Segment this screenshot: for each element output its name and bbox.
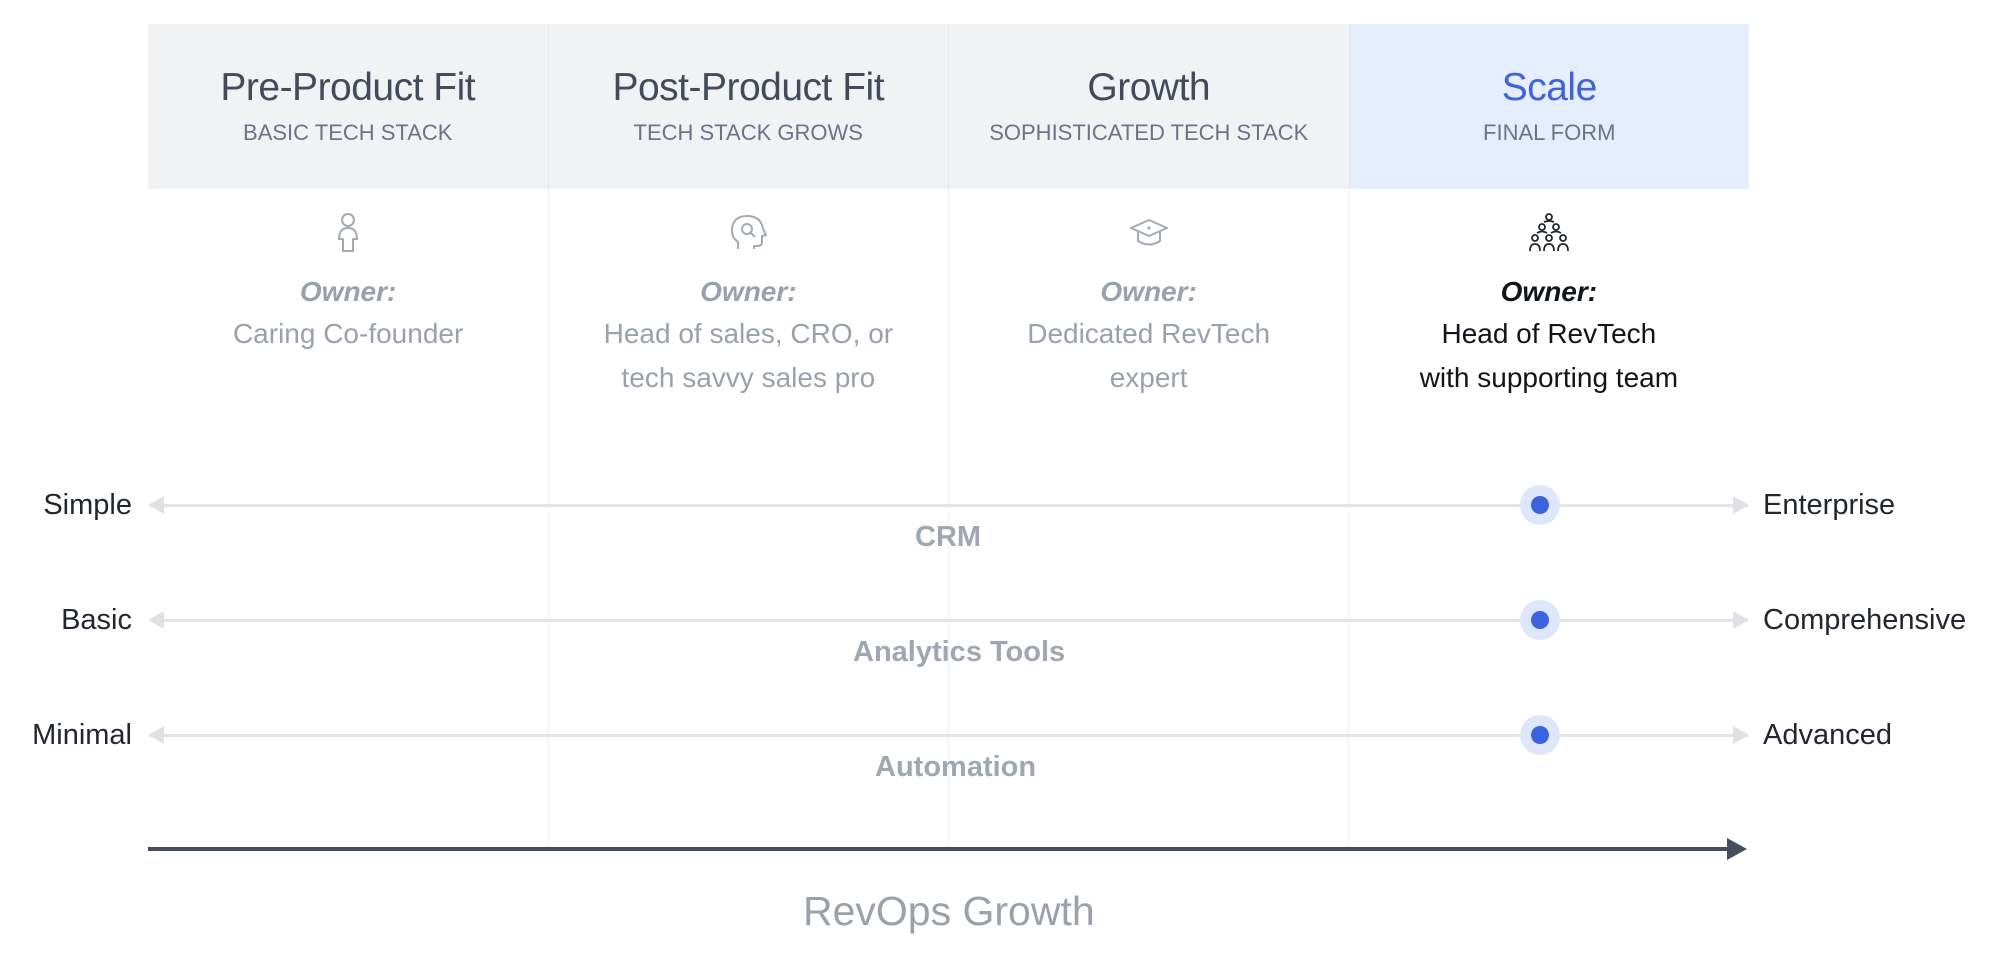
owner-line: Head of RevTech [1441,318,1657,349]
stage-post-product-fit: Post-Product Fit TECH STACK GROWS [548,24,949,189]
scale-marker [1531,726,1550,744]
scale-caption: Analytics Tools [853,636,1066,668]
owner-description: Caring Co-founder [148,312,548,356]
scale-max-label: Comprehensive [1763,604,1967,636]
owner-label: Owner: [700,276,797,307]
scale-min-label: Simple [43,489,132,521]
owner-line: Caring Co-founder [232,318,464,349]
owner-line: with supporting team [1419,362,1679,393]
stage-subtitle: SOPHISTICATED TECH STACK [989,120,1309,145]
stage-growth: Growth SOPHISTICATED TECH STACK [949,24,1350,189]
owner-growth: Owner: Dedicated RevTech expert [949,210,1349,400]
stage-title: Scale [1501,66,1598,109]
scale-caption: CRM [915,521,982,553]
stage-title: Pre-Product Fit [220,66,476,109]
owner-description: Dedicated RevTech expert [949,312,1349,400]
team-icon [1528,213,1569,252]
owner-line: Head of sales, CRO, or [603,318,894,349]
arrow-left-icon [148,496,164,514]
scale-row-crm: Simple Enterprise CRM [0,485,2000,553]
owner-pre-product-fit: Owner: Caring Co-founder [148,210,548,400]
stage-scale: Scale FINAL FORM [1349,24,1749,189]
scale-max-label: Enterprise [1763,489,1896,521]
arrow-right-icon [1733,496,1749,514]
arrow-right-icon [1727,838,1747,860]
graduation-cap-icon [1129,219,1168,246]
column-divider [1348,189,1349,851]
stage-subtitle: TECH STACK GROWS [633,120,863,145]
scale-min-label: Minimal [32,719,132,751]
scale-marker [1531,496,1550,514]
growth-axis-line [148,847,1728,851]
stage-title: Post-Product Fit [612,66,885,109]
scale-row-automation: Minimal Advanced Automation [0,715,2000,783]
arrow-left-icon [148,611,164,629]
stage-pre-product-fit: Pre-Product Fit BASIC TECH STACK [148,24,549,189]
scale-line [150,504,1748,507]
arrow-right-icon [1733,611,1749,629]
owner-description: Head of sales, CRO, or tech savvy sales … [548,312,948,400]
arrow-left-icon [148,726,164,744]
owner-line: Dedicated RevTech [1027,318,1271,349]
stage-subtitle: BASIC TECH STACK [243,120,453,145]
owner-description: Head of RevTech with supporting team [1349,312,1749,400]
stage-header: Pre-Product Fit BASIC TECH STACK Post-Pr… [148,24,1749,189]
scale-caption: Automation [875,751,1037,783]
stage-subtitle: FINAL FORM [1483,120,1616,145]
owner-label: Owner: [1100,276,1197,307]
arrow-right-icon [1733,726,1749,744]
column-divider [548,189,549,851]
scale-max-label: Advanced [1763,719,1892,751]
scale-marker [1531,611,1550,629]
owner-post-product-fit: Owner: Head of sales, CRO, or tech savvy… [548,210,948,400]
owners-row: Owner: Caring Co-founder Owner: Head of … [148,210,1749,400]
owner-scale: Owner: Head of RevTech with supporting t… [1349,210,1749,400]
owner-label: Owner: [1500,276,1598,307]
scale-min-label: Basic [61,604,132,636]
owner-line: tech savvy sales pro [621,362,876,393]
person-icon [338,213,359,252]
scale-row-analytics: Basic Comprehensive Analytics Tools [0,600,2000,668]
scale-line [150,734,1748,737]
column-divider [948,189,949,851]
stage-title: Growth [1087,66,1211,109]
scale-line [150,619,1748,622]
owner-label: Owner: [299,276,397,307]
growth-axis-label: RevOps Growth [803,888,1095,934]
owner-line: expert [1109,362,1188,393]
head-gear-icon [731,215,768,249]
